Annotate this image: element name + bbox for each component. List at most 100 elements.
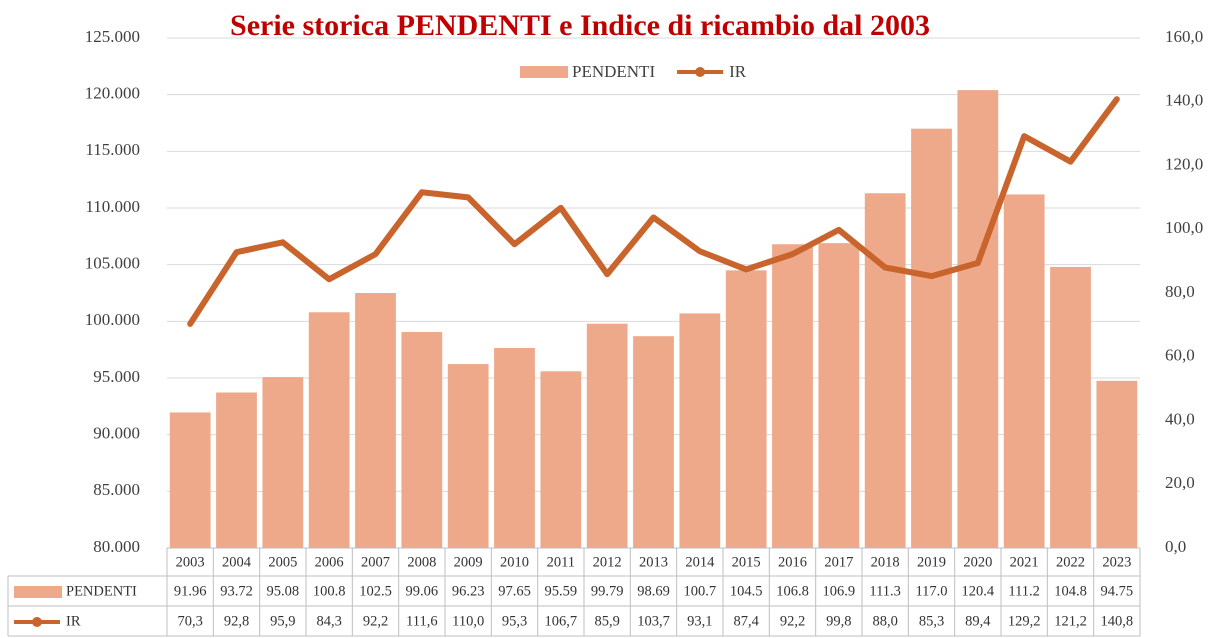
x-tick-label: 2012: [593, 554, 622, 570]
bar: [772, 244, 813, 548]
data-label: 102.5: [359, 583, 392, 599]
x-tick-label: 2007: [361, 554, 390, 570]
data-label: 95,9: [270, 613, 295, 629]
data-label: 106.9: [823, 583, 856, 599]
data-label: 92,8: [224, 613, 249, 629]
y2-tick-label: 120,0: [1165, 154, 1203, 173]
bar: [1003, 194, 1045, 548]
line: [187, 96, 1120, 327]
data-label: 104.8: [1054, 583, 1087, 599]
y-tick-label: 125.000: [85, 27, 140, 46]
bar: [494, 347, 535, 548]
data-label: 96.23: [452, 583, 485, 599]
bar: [957, 90, 999, 548]
table-row-header: PENDENTI: [66, 583, 137, 599]
data-label: 104.5: [730, 583, 763, 599]
data-label: 106,7: [545, 613, 578, 629]
data-label: 99.79: [591, 583, 624, 599]
x-tick-label: 2016: [778, 554, 807, 570]
y-tick-label: 105.000: [85, 254, 140, 273]
x-tick-label: 2005: [268, 554, 297, 570]
data-label: 106.8: [776, 583, 809, 599]
data-label: 95,3: [502, 613, 527, 629]
x-tick-label: 2006: [315, 554, 344, 570]
bar: [911, 128, 952, 548]
data-label: 92,2: [780, 613, 805, 629]
y-tick-label: 100.000: [85, 310, 140, 329]
x-tick-label: 2008: [407, 554, 436, 570]
x-tick-label: 2017: [824, 554, 853, 570]
x-tick-label: 2023: [1102, 554, 1131, 570]
bar: [447, 364, 489, 548]
data-label: 85,3: [919, 613, 944, 629]
bar: [216, 392, 257, 548]
data-label: 95.08: [267, 583, 300, 599]
bar: [262, 377, 304, 548]
data-label: 94.75: [1101, 583, 1134, 599]
data-label: 110,0: [452, 613, 484, 629]
legend-swatch: [14, 586, 62, 598]
data-label: 91.96: [174, 583, 207, 599]
y2-tick-label: 160,0: [1165, 27, 1203, 46]
data-label: 84,3: [316, 613, 341, 629]
y2-tick-label: 140,0: [1165, 91, 1203, 110]
bar: [355, 293, 396, 548]
x-tick-label: 2019: [917, 554, 946, 570]
y-tick-label: 110.000: [85, 197, 140, 216]
data-label: 88,0: [872, 613, 897, 629]
data-label: 89,4: [965, 613, 991, 629]
x-tick-label: 2009: [454, 554, 483, 570]
data-label: 97.65: [498, 583, 531, 599]
x-tick-label: 2020: [963, 554, 992, 570]
data-label: 100.8: [313, 583, 346, 599]
x-tick-label: 2014: [685, 554, 715, 570]
legend-label: PENDENTI: [572, 62, 655, 81]
data-label: 85,9: [594, 613, 619, 629]
data-label: 111,6: [406, 613, 438, 629]
x-tick-label: 2021: [1010, 554, 1039, 570]
y2-tick-label: 0,0: [1165, 537, 1186, 556]
data-label: 120.4: [962, 583, 995, 599]
data-label: 117.0: [915, 583, 947, 599]
data-label: 111.3: [869, 583, 901, 599]
legend-marker: [32, 617, 42, 627]
x-tick-label: 2003: [176, 554, 205, 570]
bar: [1050, 266, 1091, 548]
x-tick-label: 2013: [639, 554, 668, 570]
data-label: 98.69: [637, 583, 670, 599]
data-label: 93.72: [220, 583, 253, 599]
bar: [864, 193, 906, 548]
x-tick-label: 2004: [222, 554, 252, 570]
y2-tick-label: 40,0: [1165, 409, 1195, 428]
bar: [679, 313, 721, 548]
y2-tick-label: 60,0: [1165, 346, 1195, 365]
y-tick-label: 95.000: [93, 367, 140, 386]
y-tick-label: 85.000: [93, 480, 140, 499]
bar: [308, 312, 350, 548]
data-label: 93,1: [687, 613, 712, 629]
bar: [169, 412, 211, 548]
y-tick-label: 120.000: [85, 84, 140, 103]
bar: [1096, 380, 1138, 548]
data-label: 92,2: [363, 613, 388, 629]
data-label: 140,8: [1101, 613, 1134, 629]
bar: [818, 243, 860, 548]
bar: [633, 336, 674, 548]
x-tick-label: 2022: [1056, 554, 1085, 570]
data-label: 111.2: [1008, 583, 1040, 599]
bar: [401, 331, 443, 548]
data-label: 121,2: [1054, 613, 1087, 629]
data-label: 99,8: [826, 613, 851, 629]
legend-marker: [695, 67, 706, 77]
x-tick-label: 2011: [547, 554, 575, 570]
chart-title: Serie storica PENDENTI e Indice di ricam…: [230, 9, 930, 42]
table-row-header: IR: [66, 613, 81, 629]
y-tick-label: 115.000: [85, 140, 140, 159]
y2-tick-label: 20,0: [1165, 473, 1195, 492]
legend-swatch: [520, 66, 568, 78]
bar: [540, 371, 582, 548]
x-tick-label: 2010: [500, 554, 529, 570]
bar: [586, 323, 628, 548]
data-label: 129,2: [1008, 613, 1041, 629]
